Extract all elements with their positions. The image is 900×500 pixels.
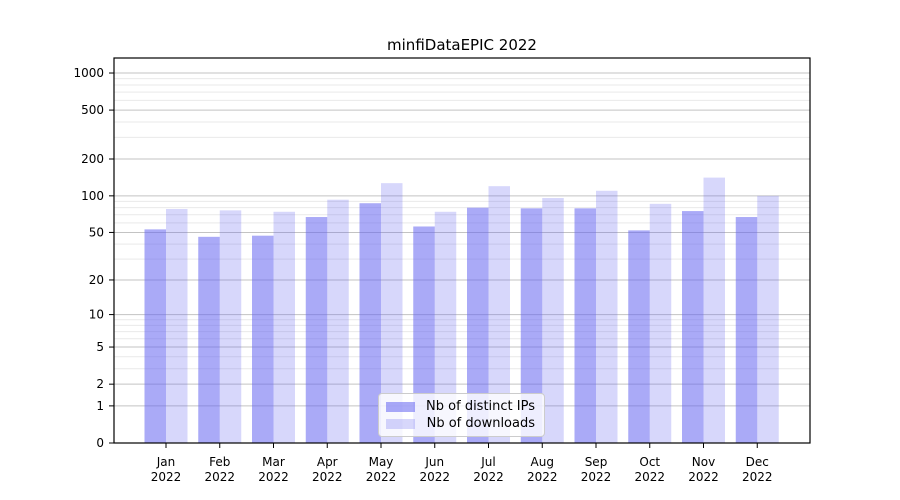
- bar-distinct-ips-may: [359, 203, 381, 443]
- y-tick-label: 500: [81, 103, 104, 117]
- bar-distinct-ips-oct: [628, 230, 650, 443]
- x-tick-label-year: 2022: [688, 470, 719, 484]
- legend-item-distinct-ips: Nb of distinct IPs: [386, 399, 535, 415]
- legend-item-downloads: Nb of downloads: [386, 416, 535, 432]
- bar-distinct-ips-aug: [520, 208, 543, 443]
- bar-downloads-mar: [273, 211, 295, 443]
- legend: Nb of distinct IPs Nb of downloads: [378, 393, 545, 437]
- x-tick-label-month: Jun: [424, 455, 444, 469]
- legend-swatch-downloads: [386, 418, 415, 429]
- x-tick-label-year: 2022: [527, 470, 558, 484]
- bar-downloads-jun: [434, 211, 457, 443]
- x-tick-label-month: Jan: [156, 455, 176, 469]
- x-tick-label-month: Feb: [209, 455, 230, 469]
- bar-downloads-dec: [757, 195, 779, 443]
- x-tick-label-month: Nov: [692, 455, 715, 469]
- x-tick-label-year: 2022: [204, 470, 235, 484]
- legend-swatch-distinct-ips: [386, 401, 415, 412]
- x-tick-label-year: 2022: [473, 470, 504, 484]
- y-tick-label: 200: [81, 152, 104, 166]
- x-tick-label-year: 2022: [742, 470, 773, 484]
- y-tick-label: 20: [89, 273, 104, 287]
- y-tick-label: 100: [81, 189, 104, 203]
- bar-distinct-ips-feb: [198, 236, 220, 443]
- y-tick-label: 0: [96, 436, 104, 450]
- plot-border: [113, 57, 811, 444]
- x-tick-label-year: 2022: [312, 470, 343, 484]
- bar-distinct-ips-sep: [574, 208, 596, 443]
- y-tick-label: 2: [96, 377, 104, 391]
- bar-downloads-feb: [219, 210, 242, 443]
- bar-distinct-ips-jul: [467, 207, 489, 443]
- x-tick-label-year: 2022: [366, 470, 397, 484]
- x-tick-label-year: 2022: [419, 470, 450, 484]
- bar-distinct-ips-mar: [252, 235, 274, 443]
- bar-downloads-apr: [327, 199, 349, 443]
- x-tick-label-month: Sep: [585, 455, 608, 469]
- bar-downloads-oct: [649, 203, 672, 443]
- bar-downloads-sep: [596, 190, 618, 443]
- bar-distinct-ips-dec: [735, 217, 758, 443]
- bar-distinct-ips-nov: [682, 211, 704, 443]
- y-tick-label: 5: [96, 340, 104, 354]
- x-tick-label-month: Jul: [480, 455, 495, 469]
- legend-label-distinct-ips: Nb of distinct IPs: [426, 398, 535, 414]
- x-tick-label-year: 2022: [581, 470, 612, 484]
- y-tick-label: 50: [89, 225, 104, 239]
- bar-downloads-aug: [542, 198, 564, 443]
- chart-title: minfiDataEPIC 2022: [387, 36, 537, 54]
- x-tick-label-month: May: [369, 455, 394, 469]
- bar-downloads-nov: [703, 177, 725, 443]
- y-tick-label: 10: [89, 308, 104, 322]
- bar-distinct-ips-jun: [413, 226, 435, 443]
- y-tick-label: 1000: [73, 66, 104, 80]
- legend-label-downloads: Nb of downloads: [426, 415, 535, 431]
- bar-downloads-jan: [166, 209, 188, 443]
- bar-distinct-ips-jan: [144, 229, 166, 443]
- x-tick-label-year: 2022: [258, 470, 289, 484]
- x-tick-label-month: Oct: [639, 455, 660, 469]
- x-tick-label-month: Aug: [531, 455, 554, 469]
- x-tick-label-month: Mar: [262, 455, 285, 469]
- bar-distinct-ips-apr: [305, 217, 328, 443]
- x-tick-label-month: Dec: [746, 455, 769, 469]
- x-tick-label-year: 2022: [634, 470, 665, 484]
- bar-downloads-jul: [488, 186, 510, 443]
- x-tick-label-month: Apr: [317, 455, 338, 469]
- x-tick-label-year: 2022: [151, 470, 182, 484]
- bar-downloads-may: [381, 183, 403, 444]
- y-tick-label: 1: [96, 399, 104, 413]
